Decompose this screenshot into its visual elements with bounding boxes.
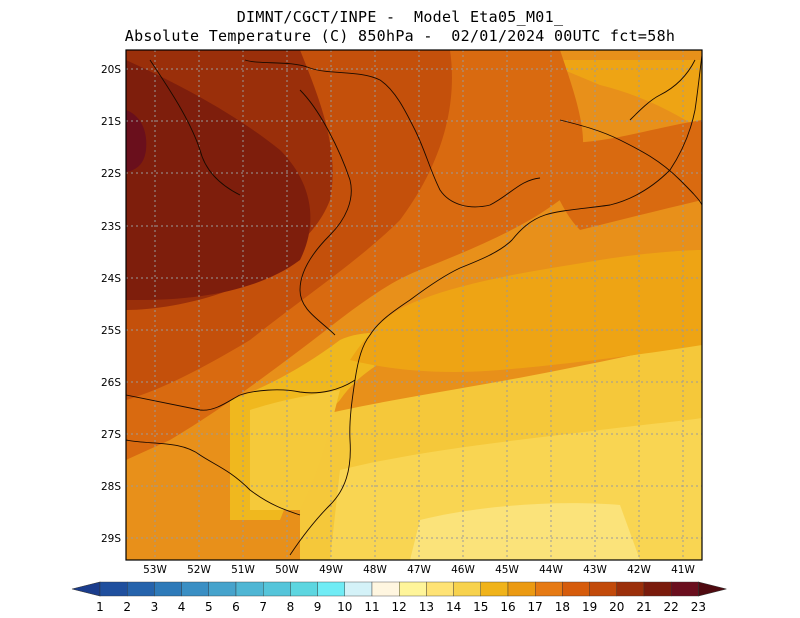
- colorbar: 1 2 3 4 5 6 7 8 9 10 11 12 13 14 15 16 17 18 19 20 21 22 23: [71, 581, 727, 614]
- lat-label: 29S: [101, 533, 121, 545]
- lon-label: 51W: [231, 564, 255, 576]
- colorbar-tick-label: 16: [500, 600, 515, 614]
- colorbar-tick-label: 23: [691, 600, 706, 614]
- lon-label: 53W: [143, 564, 167, 576]
- colorbar-swatch: [616, 581, 645, 597]
- colorbar-swatch: [453, 581, 482, 597]
- colorbar-swatch: [126, 581, 155, 597]
- colorbar-tick-label: 20: [609, 600, 624, 614]
- lat-label: 23S: [101, 221, 121, 233]
- colorbar-tick-label: 9: [314, 600, 322, 614]
- colorbar-arrow-right: [698, 581, 727, 597]
- colorbar-tick-label: 15: [473, 600, 488, 614]
- lon-label: 42W: [627, 564, 651, 576]
- colorbar-tick-label: 8: [287, 600, 295, 614]
- colorbar-swatch: [181, 581, 210, 597]
- colorbar-swatch: [643, 581, 672, 597]
- lon-label: 50W: [275, 564, 299, 576]
- colorbar-tick-label: 1: [96, 600, 104, 614]
- colorbar-swatch: [154, 581, 182, 597]
- lon-label: 43W: [583, 564, 607, 576]
- colorbar-tick-label: 21: [636, 600, 651, 614]
- colorbar-swatch: [99, 581, 128, 597]
- lon-label: 46W: [451, 564, 475, 576]
- colorbar-tick-label: 11: [364, 600, 379, 614]
- lat-label: 21S: [101, 116, 121, 128]
- map-title-line-2: Absolute Temperature (C) 850hPa - 02/01/…: [124, 27, 676, 45]
- colorbar-swatch: [399, 581, 427, 597]
- colorbar-swatch: [589, 581, 617, 597]
- colorbar-swatch: [671, 581, 699, 597]
- colorbar-tick-label: 19: [582, 600, 597, 614]
- colorbar-tick-label: 13: [419, 600, 434, 614]
- colorbar-tick-label: 5: [205, 600, 213, 614]
- colorbar-swatch: [317, 581, 346, 597]
- lon-axis: 53W 52W 51W 50W 49W 48W 47W 46W 45W 44W …: [143, 564, 695, 576]
- lon-label: 48W: [363, 564, 387, 576]
- colorbar-swatch: [426, 581, 454, 597]
- colorbar-swatch: [344, 581, 373, 597]
- colorbar-tick-label: 10: [337, 600, 352, 614]
- colorbar-tick-label: 3: [151, 600, 159, 614]
- lon-label: 44W: [539, 564, 563, 576]
- colorbar-tick-label: 22: [664, 600, 679, 614]
- lat-label: 28S: [101, 481, 121, 493]
- map-frame: [125, 49, 703, 561]
- colorbar-swatch: [480, 581, 509, 597]
- colorbar-swatch: [371, 581, 400, 597]
- lon-label: 41W: [671, 564, 695, 576]
- colorbar-swatch: [535, 581, 563, 597]
- colorbar-tick-label: 14: [446, 600, 461, 614]
- temperature-field: [126, 50, 702, 560]
- colorbar-swatch: [562, 581, 590, 597]
- lat-axis: 20S 21S 22S 23S 24S 25S 26S 27S 28S 29S: [101, 64, 121, 545]
- colorbar-tick-label: 7: [259, 600, 267, 614]
- lon-label: 45W: [495, 564, 519, 576]
- map-title-line-1: DIMNT/CGCT/INPE - Model Eta05_M01_: [236, 8, 564, 26]
- colorbar-tick-label: 2: [123, 600, 131, 614]
- lat-label: 27S: [101, 429, 121, 441]
- lat-label: 25S: [101, 325, 121, 337]
- colorbar-tick-label: 17: [528, 600, 543, 614]
- colorbar-swatch: [263, 581, 291, 597]
- lon-label: 49W: [319, 564, 343, 576]
- colorbar-swatch: [208, 581, 237, 597]
- colorbar-tick-label: 18: [555, 600, 570, 614]
- coastline-and-borders: [125, 54, 703, 556]
- colorbar-tick-label: 12: [392, 600, 407, 614]
- lat-label: 24S: [101, 273, 121, 285]
- lat-label: 26S: [101, 377, 121, 389]
- colorbar-swatch: [290, 581, 318, 597]
- lon-label: 52W: [187, 564, 211, 576]
- lon-label: 47W: [407, 564, 431, 576]
- lat-label: 22S: [101, 168, 121, 180]
- colorbar-tick-label: 6: [232, 600, 240, 614]
- colorbar-swatch: [235, 581, 264, 597]
- colorbar-arrow-left: [71, 581, 101, 597]
- colorbar-swatch: [507, 581, 536, 597]
- colorbar-tick-label: 4: [178, 600, 186, 614]
- lat-label: 20S: [101, 64, 121, 76]
